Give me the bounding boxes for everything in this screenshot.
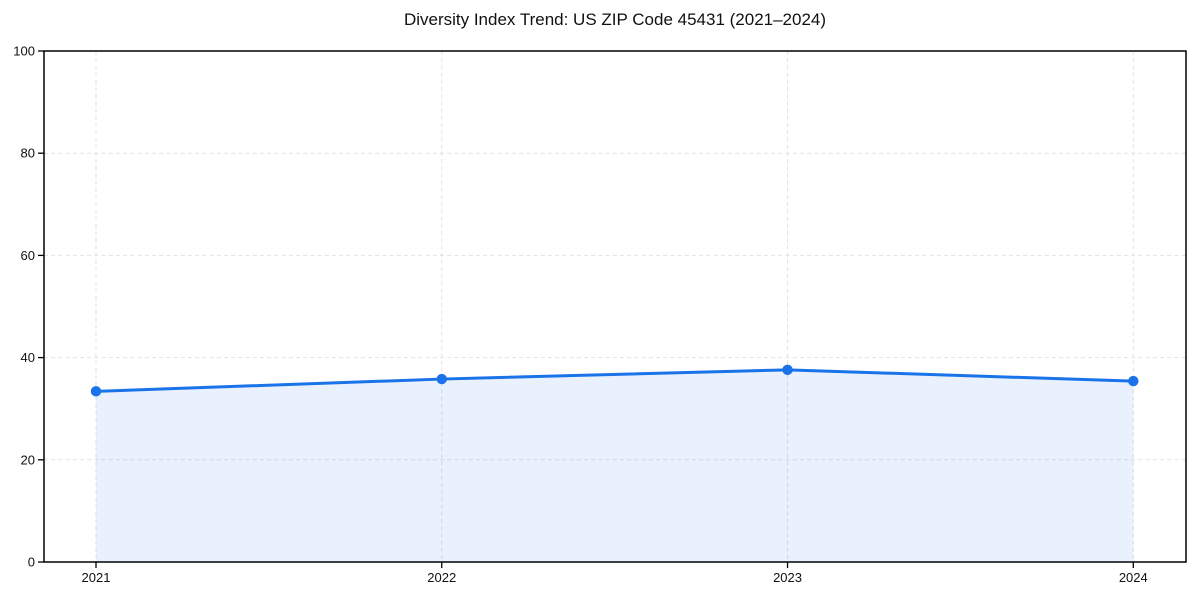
x-tick-label: 2023 [773,570,802,585]
y-tick-label: 80 [21,146,35,161]
data-point-2024 [1128,375,1139,387]
x-tick-label: 2022 [427,570,456,585]
y-tick-label: 20 [21,452,35,467]
trend-line [94,368,1135,393]
data-point-2022 [436,373,447,385]
plot-area: 0 20 40 60 80 100 2021 2022 2023 2024 [13,44,1187,585]
data-point-2023 [782,364,793,376]
y-tick-label: 100 [13,44,35,59]
chart-title: Diversity Index Trend: US ZIP Code 45431… [404,10,826,29]
area-fill [96,369,1134,562]
x-tick-label: 2021 [82,570,111,585]
plot-box [43,50,1187,563]
y-tick-label: 40 [21,350,35,365]
y-tick-label: 60 [21,248,35,263]
x-tick-label: 2024 [1119,570,1148,585]
data-point-2021 [90,386,102,397]
y-tick-label: 0 [28,555,35,570]
